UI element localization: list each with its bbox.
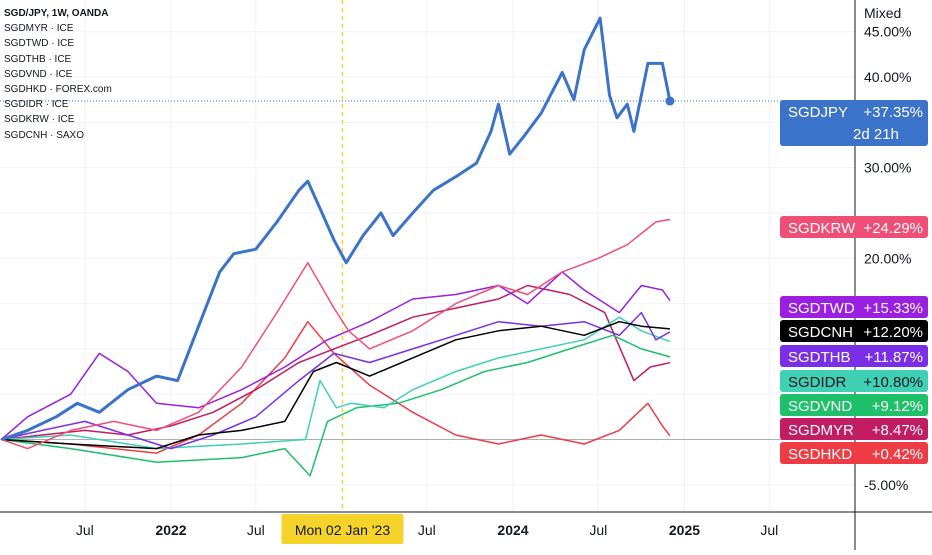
bar-countdown-label: 2d 21h: [853, 126, 899, 143]
y-tick-label: 40.00%: [864, 69, 911, 85]
series-line-sgdjpy[interactable]: [0, 16, 672, 441]
y-tick-label: -5.00%: [864, 477, 908, 493]
series-name-label: SGDCNH: [788, 324, 853, 341]
series-name-label: SGDMYR: [788, 422, 854, 439]
legend-item[interactable]: SGDTWD · ICE: [4, 38, 74, 50]
series-value-label: +15.33%: [863, 300, 923, 317]
series-value-label: +10.80%: [863, 374, 923, 391]
scale-mode-button[interactable]: Mixed: [864, 5, 902, 21]
x-tick-label: Jul: [760, 522, 778, 538]
x-tick-label: 2025: [669, 522, 700, 538]
series-line-sgdcnh[interactable]: [1, 320, 670, 450]
crosshair-date-label: Mon 02 Jan '23: [295, 522, 391, 538]
series-value-box-sgdcnh[interactable]: [780, 320, 928, 342]
legend-item[interactable]: SGDTHB · ICE: [4, 53, 72, 65]
series-line-sgdthb[interactable]: [1, 311, 671, 450]
series-name-label: SGDHKD: [788, 446, 852, 463]
series-line-sgdvnd[interactable]: [1, 334, 671, 477]
series-name-label: SGDVND: [788, 398, 852, 415]
x-tick-label: 2024: [497, 522, 528, 538]
grid-layer: [0, 0, 932, 512]
series-value-label: +9.12%: [872, 398, 923, 415]
series-value-box-sgdidr[interactable]: [780, 370, 928, 392]
series-value-label: +0.42%: [872, 446, 923, 463]
series-value-label: +8.47%: [872, 422, 923, 439]
series-line-sgdidr[interactable]: [1, 316, 671, 450]
series-name-label: SGDJPY: [788, 104, 848, 121]
series-name-label: SGDTHB: [788, 349, 851, 366]
series-line-sgdkrw[interactable]: [1, 218, 671, 450]
legend-item[interactable]: SGD/JPY, 1W, OANDA: [4, 8, 109, 19]
series-value-label: +24.29%: [863, 220, 923, 237]
legend-item[interactable]: SGDKRW · ICE: [4, 114, 75, 126]
y-tick-label: 30.00%: [864, 160, 911, 176]
legend-item[interactable]: SGDIDR · ICE: [4, 99, 69, 111]
y-tick-label: 45.00%: [864, 24, 911, 40]
series-value-box-sgdvnd[interactable]: [780, 394, 928, 416]
series-name-label: SGDTWD: [788, 300, 855, 317]
series-value-label: +12.20%: [863, 324, 923, 341]
series-value-label: +37.35%: [863, 104, 923, 121]
series-value-box-sgdthb[interactable]: [780, 345, 928, 367]
last-point-sgdjpy: [665, 96, 675, 106]
legend-item[interactable]: SGDHKD · FOREX.com: [4, 84, 112, 96]
x-tick-label: Jul: [589, 522, 607, 538]
label-layer: Mon 02 Jan '23 SGDJPY +37.35% 2d 21h SGDKRW +…: [281, 100, 928, 544]
x-tick-label: Jul: [247, 522, 265, 538]
series-value-box-sgdkrw[interactable]: [780, 216, 928, 238]
series-value-box-sgdjpy[interactable]: [780, 100, 928, 146]
series-line-sgdhkd[interactable]: [1, 320, 671, 454]
series-name-label: SGDIDR: [788, 374, 847, 391]
x-tick-label: 2022: [155, 522, 186, 538]
legend-item[interactable]: SGDMYR · ICE: [4, 23, 74, 35]
series-value-box-sgdmyr[interactable]: [780, 418, 928, 440]
crosshair-date-box: [281, 514, 404, 544]
series-layer: [0, 16, 675, 477]
series-value-box-sgdhkd[interactable]: [780, 442, 928, 464]
y-tick-label: 20.00%: [864, 250, 911, 266]
legend-item[interactable]: SGDCNH · SAXO: [4, 129, 85, 141]
series-value-label: +11.87%: [864, 349, 923, 366]
legend-item[interactable]: SGDVND · ICE: [4, 68, 73, 80]
legend-box: SGD/JPY, 1W, OANDA SGDMYR · ICE SGDTWD ·…: [4, 6, 112, 143]
series-line-sgdtwd[interactable]: [0, 271, 671, 441]
x-tick-label: Jul: [418, 522, 436, 538]
series-value-box-sgdtwd[interactable]: [780, 296, 928, 318]
x-tick-label: Jul: [76, 522, 94, 538]
series-name-label: SGDKRW: [788, 220, 856, 237]
